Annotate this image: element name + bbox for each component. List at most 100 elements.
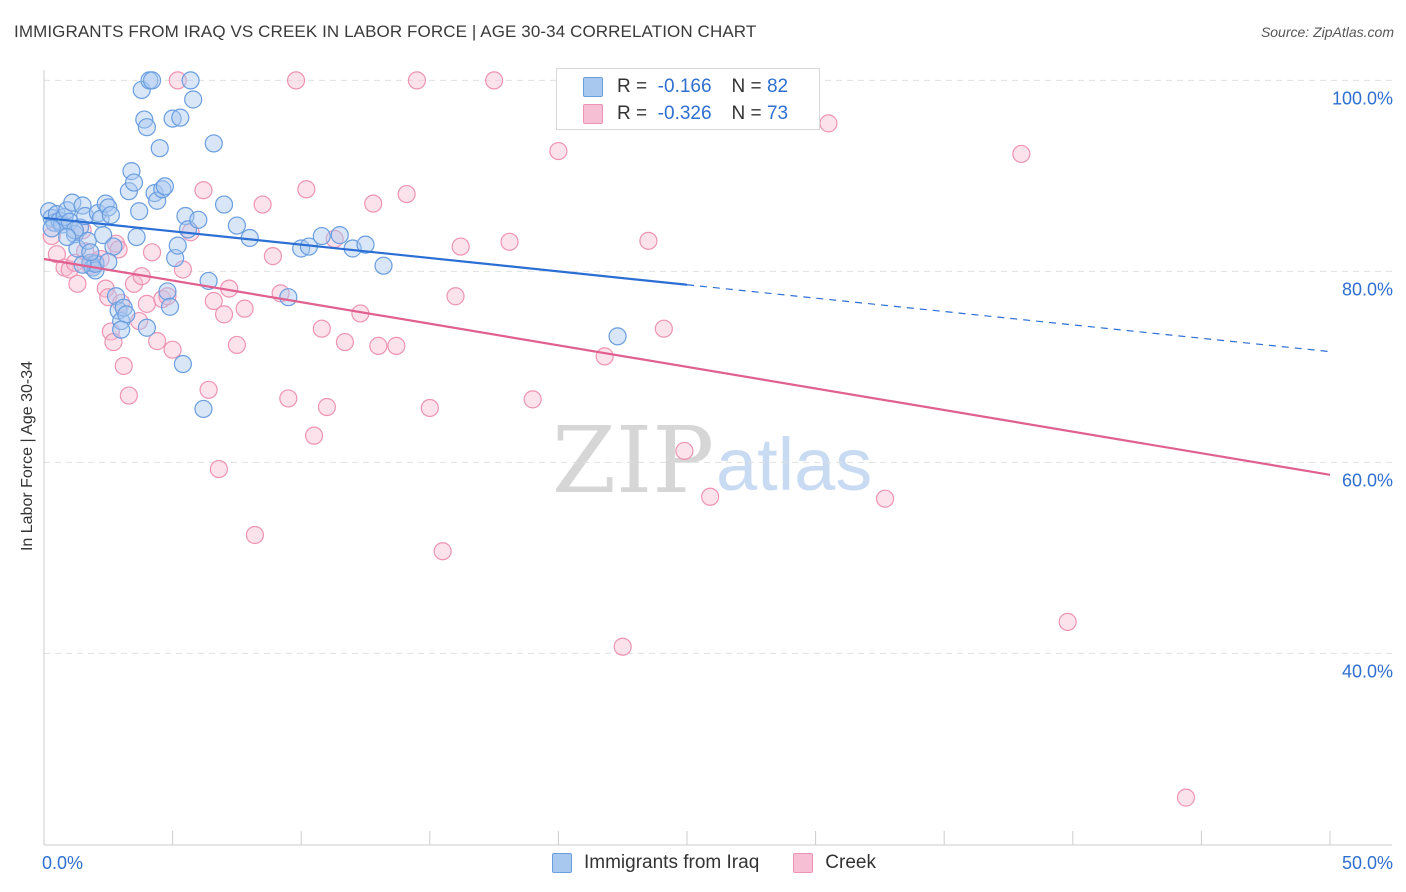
legend-n-value: 73 [766,103,789,124]
legend-swatch-creek [793,853,814,873]
iraq-point [119,182,138,201]
creek-point [227,335,246,355]
creek-point [335,332,355,352]
creek-point [297,180,316,199]
legend-label-iraq: Immigrants from Iraq [584,852,760,873]
chart-title: IMMIGRANTS FROM IRAQ VS CREEK IN LABOR F… [14,22,757,41]
creek-point [446,287,465,306]
iraq-point [155,177,174,196]
iraq-point [279,288,298,307]
creek-point [209,459,228,479]
creek-point [68,274,87,293]
iraq-point [194,399,213,419]
iraq-point [137,118,156,137]
iraq-point [189,210,208,229]
creek-point [485,71,504,90]
creek-points [42,71,1196,807]
creek-point [199,380,218,399]
x-tick-label: 50.0% [1342,853,1393,873]
iraq-point [122,162,141,181]
iraq-point [63,193,82,212]
iraq-point [94,226,113,245]
tick-labels: 100.0% 80.0% 60.0% 40.0% 0.0% 50.0% [42,88,1393,873]
creek-point [312,319,331,338]
correlation-legend: R = -0.166 N = 82 R = -0.326 N = 73 [556,68,820,130]
legend-swatch-iraq [583,77,603,97]
creek-point [317,397,337,417]
creek-point [304,426,324,445]
creek-point [639,231,658,250]
iraq-point [104,237,123,256]
creek-point [613,637,632,656]
trend-lines [43,216,1331,476]
iraq-point [101,205,120,225]
creek-point [364,194,383,213]
legend-swatch-creek [583,104,603,124]
creek-point [387,336,406,355]
iraq-point [137,318,156,337]
x-tick-label: 0.0% [42,853,83,873]
series-legend: Immigrants from Iraq Creek [552,852,910,874]
creek-point [214,305,234,324]
creek-point [204,291,223,311]
iraq-point [58,227,77,247]
iraq-point [168,236,187,255]
iraq-point [356,235,375,254]
creek-point [549,141,568,161]
creek-point [1176,788,1196,807]
legend-r-value: -0.326 [657,103,712,124]
creek-point [286,71,306,90]
creek-point [500,232,519,251]
iraq-point [374,256,393,275]
grid-lines [44,79,1392,654]
creek-point [114,356,133,376]
iraq-point [70,218,90,237]
creek-trend-line [43,257,1331,476]
creek-point [119,386,138,405]
iraq-point [73,196,92,215]
creek-point [369,336,388,355]
creek-point [194,181,213,200]
creek-point [253,195,272,214]
creek-point [397,184,416,204]
creek-point [148,332,167,351]
creek-point [701,487,720,506]
creek-point [142,243,162,262]
y-tick-label: 100.0% [1332,88,1393,108]
legend-n-value: 82 [766,76,789,97]
iraq-point [227,216,246,235]
legend-r-label: R = [617,76,648,97]
creek-point [137,294,156,313]
iraq-point [42,219,61,238]
creek-point [875,489,895,508]
iraq-point [150,139,169,158]
iraq-trend-line [43,216,688,286]
axes [43,70,1392,846]
iraq-point [160,297,180,316]
legend-item-iraq: Immigrants from Iraq [552,852,759,874]
creek-point [1012,144,1031,164]
creek-point [451,237,470,256]
legend-label-creek: Creek [825,852,876,873]
iraq-point [127,227,146,247]
creek-point [263,247,283,266]
iraq-point [173,354,192,374]
iraq-point [81,243,100,262]
creek-point [163,340,182,359]
iraq-point [184,90,203,109]
y-tick-label: 80.0% [1342,279,1393,299]
watermark-atlas: atlas [716,423,872,506]
iraq-point [312,226,331,246]
iraq-point [117,305,136,324]
legend-row-creek: R = -0.326 N = 73 [583,103,788,125]
creek-point [420,398,439,418]
creek-point [819,114,838,133]
iraq-point [171,108,190,127]
iraq-point [142,71,162,90]
creek-point [235,299,254,318]
iraq-point [112,320,131,339]
creek-point [168,71,187,90]
iraq-point [204,134,223,153]
legend-swatch-iraq [552,853,572,873]
